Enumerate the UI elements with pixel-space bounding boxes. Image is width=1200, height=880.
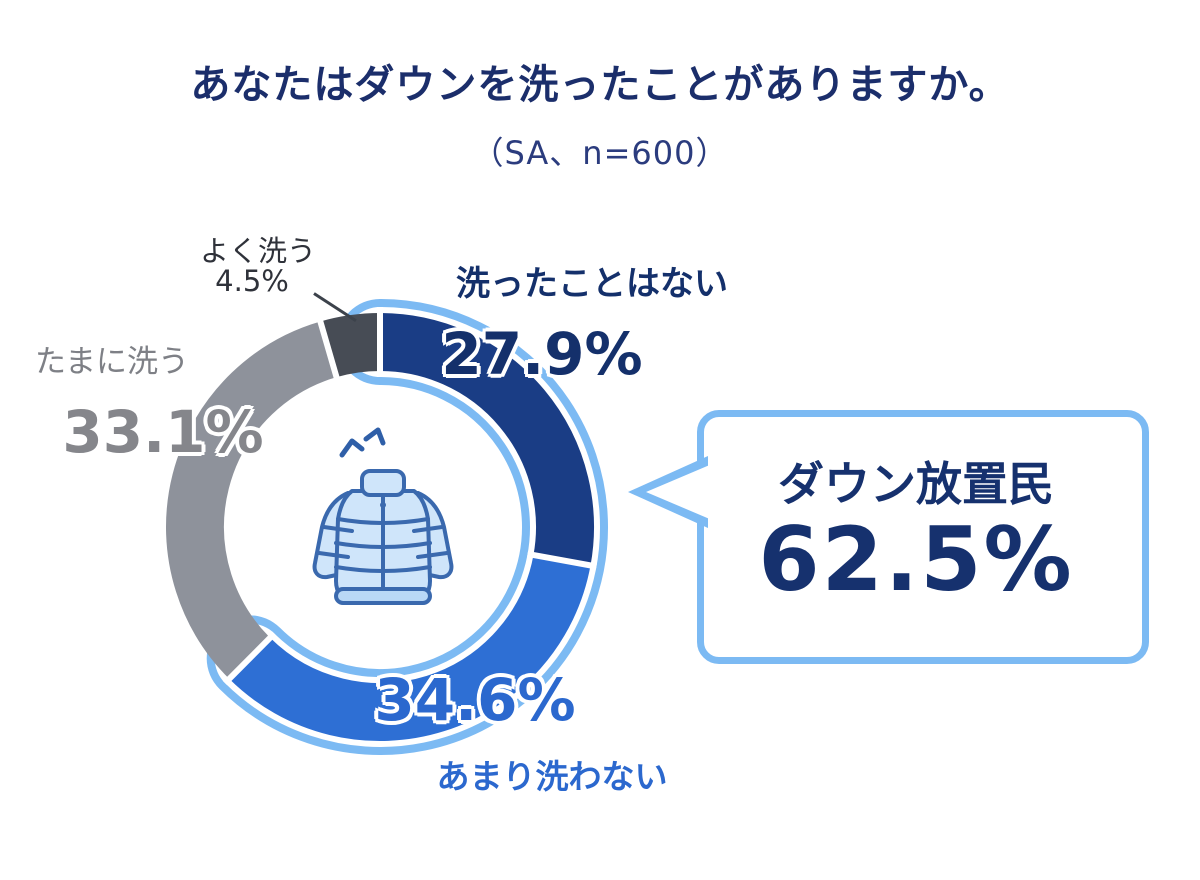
segment-value-often-wash: 4.5% [215,264,289,298]
segment-label-sometimes-wash: たまに洗う [34,344,190,380]
segment-value-never-washed: 27.9% [441,320,643,388]
callout-value: 62.5% [758,508,1074,611]
segment-value-sometimes-wash: 33.1% [62,398,264,466]
sparkle-icon [339,427,386,458]
callout-title: ダウン放置民 [778,457,1054,511]
donut-chart [166,299,608,755]
callout-pointer-inner [646,464,712,520]
chart-title: あなたはダウンを洗ったことがありますか。 [190,62,1010,108]
callout-bubble [697,410,1149,664]
chart-subtitle: （SA、n=600） [471,134,729,172]
segment-label-rarely-wash: あまり洗わない [436,757,668,796]
down-jacket-icon [312,427,454,605]
segment-label-often-wash: よく洗う [199,234,317,268]
segment-value-rarely-wash: 34.6% [374,666,576,734]
segment-label-never-washed: 洗ったことはない [456,264,728,304]
